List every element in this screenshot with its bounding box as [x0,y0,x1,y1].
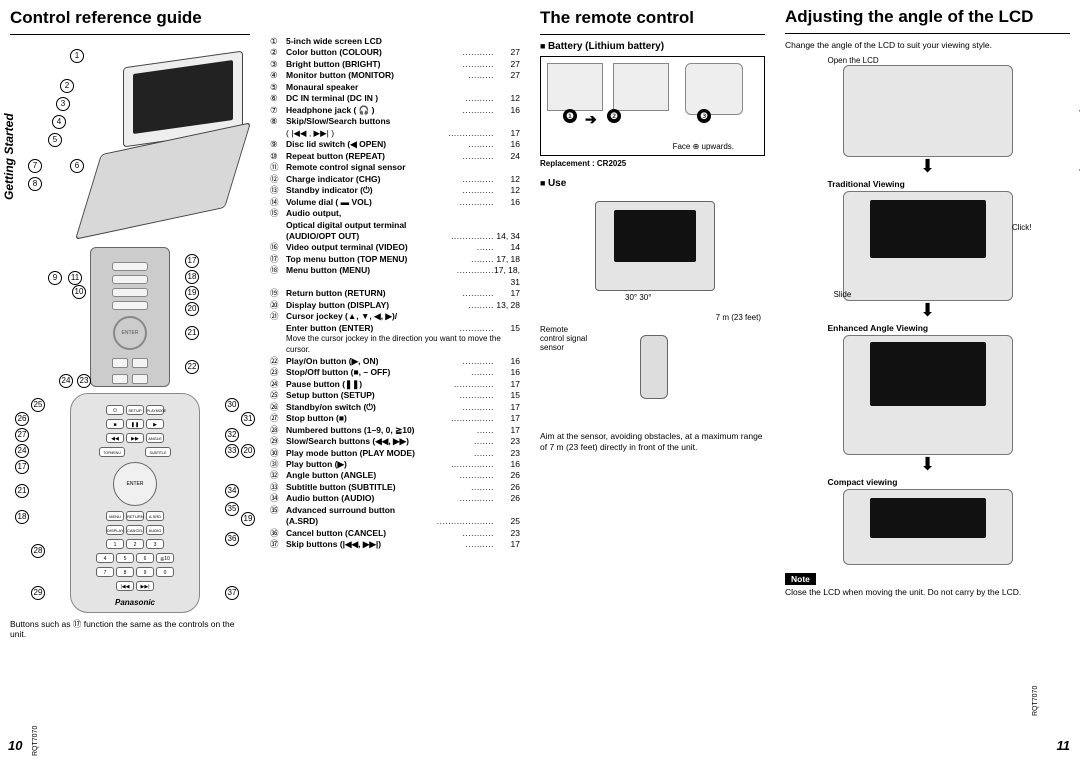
reference-item: ⑱Menu button (MENU) ............. 17, 18… [270,265,520,288]
reference-item: ㉓Stop/Off button (■, – OFF) ........ 16 [270,367,520,378]
reference-item: ㉛Play button (▶) ............... 16 [270,459,520,470]
reference-item: ㉖Standby/on switch (⏻) ........... 17 [270,402,520,413]
reference-item: ⑭Volume dial ( ▬ VOL) ............ 16 [270,197,520,208]
reference-item: ㉒Play/On button (▶, ON) ........... 16 [270,356,520,367]
reference-list: ①5-inch wide screen LCD②Color button (CO… [270,36,520,551]
down-arrow-icon: ⬇ [828,303,1028,317]
use-heading: Use [540,178,765,189]
reference-item: Move the cursor jockey in the direction … [270,334,520,356]
doc-code-left: RQT7070 [32,726,39,756]
rule [10,34,250,35]
reference-item: ⑲Return button (RETURN) ........... 17 [270,288,520,299]
traditional-label: Traditional Viewing [828,179,1028,189]
battery-illustration: ❶ ➔ ❷ ❸ Face ⊕ upwards. [540,56,765,156]
reference-item: ⑬Standby indicator (⏻) ........... 12 [270,185,520,196]
angle-illustrations: Open the LCD ⬇ Traditional Viewing Click… [828,56,1028,565]
reference-item: ①5-inch wide screen LCD [270,36,520,47]
remote-illustration: ⏻SETUPPLAYMODE ■❚❚▶ ◀◀▶▶ANGLE TOPMENUSUB… [70,393,200,613]
reference-item: ㉑Cursor jockey (▲, ▼, ◀, ▶)/ [270,311,520,322]
battery-heading: Battery (Lithium battery) [540,41,765,52]
reference-item: ②Color button (COLOUR) ........... 27 [270,47,520,58]
compact-label: Compact viewing [828,477,1028,487]
reference-item: ⑮Audio output, [270,208,520,219]
reference-item: ㉟Advanced surround button [270,505,520,516]
reference-item: (AUDIO/OPT OUT) ............... 14, 34 [270,231,520,242]
open-lcd-label: Open the LCD [828,56,1028,65]
reference-item: ③Bright button (BRIGHT) ........... 27 [270,59,520,70]
reference-item: ㉕Setup button (SETUP) ............ 15 [270,390,520,401]
remote-title: The remote control [540,8,765,28]
page-number-left: 10 [8,738,22,753]
reference-item: Enter button (ENTER) ............ 15 [270,323,520,334]
use-illustration: Remote control signal sensor 30° 30° 7 m… [540,195,765,425]
battery-replacement: Replacement : CR2025 [540,159,765,168]
angle-title: Adjusting the angle of the LCD [785,8,1070,27]
down-arrow-icon: ⬇ [828,159,1028,173]
aim-text: Aim at the sensor, avoiding obstacles, a… [540,431,765,452]
reference-item: ㉔Pause button (❚❚) .............. 17 [270,379,520,390]
enhanced-label: Enhanced Angle Viewing [828,323,1028,333]
reference-item: ⑦Headphone jack ( 🎧 ) ........... 16 [270,105,520,116]
reference-item: ⑨Disc lid switch (◀ OPEN) ......... 16 [270,139,520,150]
click-label: Click! [1012,223,1032,232]
reference-item: ⑤Monaural speaker [270,82,520,93]
angle-intro: Change the angle of the LCD to suit your… [785,40,1070,51]
reference-item: ⑯Video output terminal (VIDEO) ...... 14 [270,242,520,253]
slide-label: Slide [834,290,852,299]
reference-item: ④Monitor button (MONITOR) ......... 27 [270,70,520,81]
doc-code-right: RQT7070 [1032,686,1039,716]
beam-distance: 7 m (23 feet) [716,313,761,322]
reference-item: ⑧Skip/Slow/Search buttons [270,116,520,127]
reference-item: (A.SRD) .................... 25 [270,516,520,527]
reference-item: Optical digital output terminal [270,220,520,231]
remote-brand: Panasonic [81,598,189,607]
reference-item: ㉘Numbered buttons (1–9, 0, ≧10) ...... 1… [270,425,520,436]
side-label-left: Getting Started [2,113,16,200]
reference-item: ( |◀◀ , ▶▶| ) ................ 17 [270,128,520,139]
guide-title: Control reference guide [10,8,250,28]
col-reference-list: ①5-inch wide screen LCD②Color button (CO… [260,0,530,759]
col-guide-illustrations: Control reference guide Getting Started … [0,0,260,759]
face-up-note: Face ⊕ upwards. [673,142,734,151]
note-text: Close the LCD when moving the unit. Do n… [785,587,1070,598]
reference-item: ㉞Audio button (AUDIO) ............ 26 [270,493,520,504]
reference-item: ⑩Repeat button (REPEAT) ........... 24 [270,151,520,162]
reference-item: ⑳Display button (DISPLAY) ......... 13, … [270,300,520,311]
reference-item: ㉚Play mode button (PLAY MODE) ....... 23 [270,448,520,459]
device-illustration: 1 2 3 4 5 7 6 8 9 10 11 12 13 14 15 16 [28,41,258,241]
reference-item: ㊲Skip buttons (|◀◀, ▶▶|) .......... 17 [270,539,520,550]
reference-item: ㉝Subtitle button (SUBTITLE) ........ 26 [270,482,520,493]
reference-item: ㉜Angle button (ANGLE) ............ 26 [270,470,520,481]
reference-item: ⑫Charge indicator (CHG) ........... 12 [270,174,520,185]
reference-item: ⑰Top menu button (TOP MENU) ........ 17,… [270,254,520,265]
footnote-left: Buttons such as ⑰ function the same as t… [10,619,250,639]
beam-angle: 30° 30° [625,293,651,302]
reference-item: ⑪Remote control signal sensor [270,162,520,173]
note-badge: Note [785,573,816,585]
reference-item: ㉗Stop button (■) ............... 17 [270,413,520,424]
panel-closeup: 17 18 19 20 21 22 24 23 [90,247,170,387]
page-number-right: 11 [1057,738,1071,753]
reference-item: ㊱Cancel button (CANCEL) ........... 23 [270,528,520,539]
reference-item: ㉙Slow/Search buttons (◀◀, ▶▶) ....... 23 [270,436,520,447]
sensor-label: Remote control signal sensor [540,325,590,352]
col-remote-control: The remote control Battery (Lithium batt… [530,0,775,759]
col-angle: Adjusting the angle of the LCD Getting S… [775,0,1080,759]
reference-item: ⑥DC IN terminal (DC IN ) .......... 12 [270,93,520,104]
down-arrow-icon: ⬇ [828,457,1028,471]
